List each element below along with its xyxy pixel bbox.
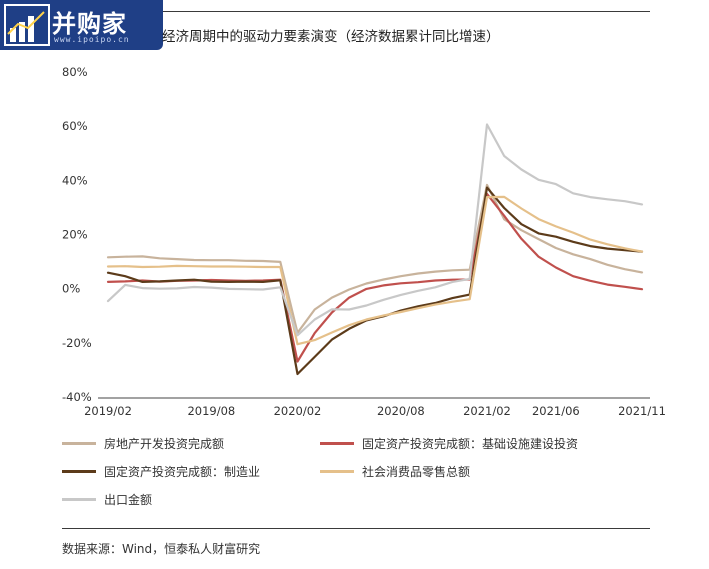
series-line-5 [106,123,644,337]
x-tick-label: 2021/11 [618,404,666,418]
watermark-logo: 并购家 www.ipoipo.cn [0,0,163,50]
chart-series [106,123,644,376]
series-line-2 [106,192,644,363]
y-tick-label: 20% [62,228,88,242]
legend-item: 固定资产投资完成额：基础设施建设投资 [320,433,578,453]
y-tick-label: 60% [62,119,88,133]
chart-legend: 房地产开发投资完成额 固定资产投资完成额：基础设施建设投资固定资产投资完成额：制造… [62,433,662,515]
chart-logo-icon [4,4,50,46]
chart-title: 经济周期中的驱动力要素演变（经济数据累计同比增速） [162,29,500,45]
source-note: 数据来源：Wind，恒泰私人财富研究 [62,542,261,556]
legend-swatch [320,469,354,473]
legend-swatch [320,441,354,445]
series-line-4 [106,195,644,346]
y-tick-label: 40% [62,173,88,187]
legend-label: 固定资产投资完成额：制造业 [104,464,261,479]
x-tick-label: 2021/02 [463,404,511,418]
logo-subtext: www.ipoipo.cn [54,35,130,44]
legend-label: 出口金额 [104,492,153,507]
logo-text: 并购家 [52,10,127,38]
legend-item: 社会消费品零售总额 [320,461,470,481]
legend-item: 房地产开发投资完成额 [62,433,224,453]
y-tick-label: 80% [62,65,88,79]
chart-axes: 80% 60% 40% 20% 0% -20% -40%2019/02 2019/08 2020… [62,65,666,418]
legend-label: 房地产开发投资完成额 [104,436,225,451]
y-tick-label: -20% [62,336,92,350]
legend-swatch [62,441,96,445]
y-tick-label: 0% [62,282,80,296]
x-tick-label: 2019/08 [187,404,235,418]
top-divider [62,11,650,12]
line-chart: 80% 60% 40% 20% 0% -20% -40%2019/02 2019/08 2020… [62,65,666,418]
legend-label: 固定资产投资完成额：基础设施建设投资 [362,436,579,451]
x-tick-label: 2020/08 [377,404,425,418]
bottom-divider [62,528,650,529]
legend-item: 出口金额 [62,489,152,509]
x-tick-label: 2020/02 [274,404,322,418]
x-tick-label: 2019/02 [84,404,132,418]
y-tick-label: -40% [62,390,92,404]
legend-label: 社会消费品零售总额 [362,464,471,479]
legend-swatch [62,497,96,501]
x-tick-label: 2021/06 [532,404,580,418]
legend-swatch [62,469,96,473]
legend-item: 固定资产投资完成额：制造业 [62,461,260,481]
series-line-1 [106,183,644,334]
